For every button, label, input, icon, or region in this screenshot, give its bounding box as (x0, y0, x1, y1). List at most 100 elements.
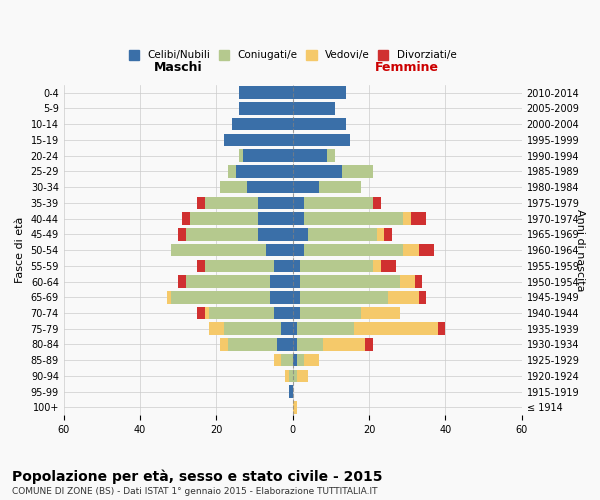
Bar (304, 196, 373, 209)
Bar (178, 275, 186, 288)
Bar (289, 370, 293, 382)
Bar (293, 401, 296, 413)
Bar (232, 118, 293, 130)
Bar (403, 212, 411, 225)
Bar (228, 165, 236, 177)
Bar (304, 354, 319, 366)
Bar (438, 322, 445, 335)
Bar (224, 322, 281, 335)
Bar (419, 291, 427, 304)
Bar (178, 228, 186, 240)
Bar (293, 212, 304, 225)
Bar (243, 150, 293, 162)
Bar (281, 322, 293, 335)
Bar (293, 275, 301, 288)
Bar (270, 291, 293, 304)
Bar (167, 291, 170, 304)
Bar (304, 212, 403, 225)
Bar (186, 228, 259, 240)
Bar (293, 228, 308, 240)
Bar (388, 291, 419, 304)
Bar (304, 244, 403, 256)
Bar (220, 338, 228, 351)
Text: Maschi: Maschi (154, 61, 203, 74)
Bar (170, 244, 266, 256)
Bar (385, 228, 392, 240)
Bar (411, 212, 427, 225)
Bar (293, 338, 296, 351)
Bar (186, 275, 270, 288)
Bar (205, 260, 274, 272)
Bar (170, 291, 270, 304)
Bar (293, 118, 346, 130)
Bar (293, 165, 343, 177)
Bar (293, 181, 319, 194)
Bar (259, 228, 293, 240)
Bar (274, 306, 293, 320)
Bar (247, 181, 293, 194)
Bar (289, 386, 293, 398)
Bar (343, 165, 373, 177)
Text: COMUNE DI ZONE (BS) - Dati ISTAT 1° gennaio 2015 - Elaborazione TUTTITALIA.IT: COMUNE DI ZONE (BS) - Dati ISTAT 1° genn… (12, 488, 377, 496)
Bar (209, 306, 274, 320)
Bar (296, 322, 354, 335)
Bar (239, 86, 293, 99)
Bar (327, 150, 335, 162)
Bar (209, 322, 224, 335)
Bar (308, 228, 377, 240)
Bar (277, 338, 293, 351)
Bar (274, 260, 293, 272)
Bar (293, 102, 335, 115)
Bar (403, 244, 419, 256)
Bar (361, 306, 400, 320)
Bar (365, 338, 373, 351)
Bar (274, 354, 281, 366)
Bar (270, 275, 293, 288)
Bar (197, 196, 205, 209)
Bar (236, 165, 293, 177)
Bar (285, 370, 289, 382)
Bar (239, 150, 243, 162)
Bar (266, 244, 293, 256)
Bar (293, 306, 301, 320)
Bar (301, 275, 400, 288)
Bar (228, 338, 277, 351)
Bar (319, 181, 361, 194)
Bar (293, 86, 346, 99)
Bar (293, 370, 296, 382)
Bar (239, 102, 293, 115)
Bar (293, 260, 301, 272)
Bar (301, 291, 388, 304)
Bar (259, 212, 293, 225)
Bar (281, 354, 293, 366)
Y-axis label: Anni di nascita: Anni di nascita (575, 209, 585, 292)
Bar (220, 181, 247, 194)
Bar (296, 370, 308, 382)
Bar (400, 275, 415, 288)
Bar (182, 212, 190, 225)
Text: Femmine: Femmine (375, 61, 439, 74)
Bar (197, 260, 205, 272)
Bar (190, 212, 259, 225)
Bar (197, 306, 205, 320)
Bar (301, 306, 361, 320)
Bar (293, 244, 304, 256)
Bar (380, 260, 396, 272)
Bar (293, 322, 296, 335)
Bar (377, 228, 385, 240)
Text: Popolazione per età, sesso e stato civile - 2015: Popolazione per età, sesso e stato civil… (12, 470, 383, 484)
Bar (205, 306, 209, 320)
Bar (419, 244, 434, 256)
Bar (293, 291, 301, 304)
Bar (301, 260, 373, 272)
Bar (354, 322, 438, 335)
Bar (373, 196, 380, 209)
Bar (224, 134, 293, 146)
Bar (415, 275, 422, 288)
Bar (373, 260, 380, 272)
Bar (296, 338, 323, 351)
Bar (296, 354, 304, 366)
Bar (293, 196, 304, 209)
Bar (205, 196, 259, 209)
Bar (293, 354, 296, 366)
